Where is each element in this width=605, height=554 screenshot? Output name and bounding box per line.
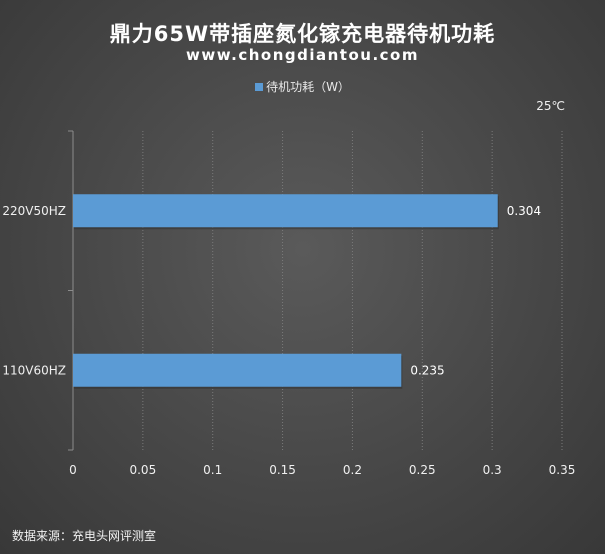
legend: 待机功耗（W）	[0, 78, 605, 95]
x-tick-label: 0.3	[483, 463, 502, 477]
bar-data-label: 0.235	[410, 363, 444, 377]
legend-label: 待机功耗（W）	[266, 80, 350, 94]
bar	[73, 353, 402, 387]
x-tick-label: 0.25	[409, 463, 436, 477]
bar-data-label: 0.304	[507, 204, 541, 218]
x-tick-label: 0.2	[343, 463, 362, 477]
temperature-note: 25℃	[536, 99, 565, 113]
source-note: 数据来源：充电头网评测室	[12, 529, 157, 543]
x-tick-label: 0.1	[203, 463, 222, 477]
chart-subtitle: www.chongdiantou.com	[186, 46, 419, 64]
bar	[73, 194, 498, 228]
legend-swatch	[255, 83, 264, 91]
x-tick-label: 0.15	[269, 463, 296, 477]
x-tick-label: 0	[69, 463, 77, 477]
category-label: 110V60HZ	[2, 363, 66, 377]
category-label: 220V50HZ	[2, 204, 66, 218]
chart-title: 鼎力65W带插座氮化镓充电器待机功耗	[109, 22, 496, 46]
x-tick-label: 0.05	[129, 463, 156, 477]
x-tick-label: 0.35	[549, 463, 576, 477]
